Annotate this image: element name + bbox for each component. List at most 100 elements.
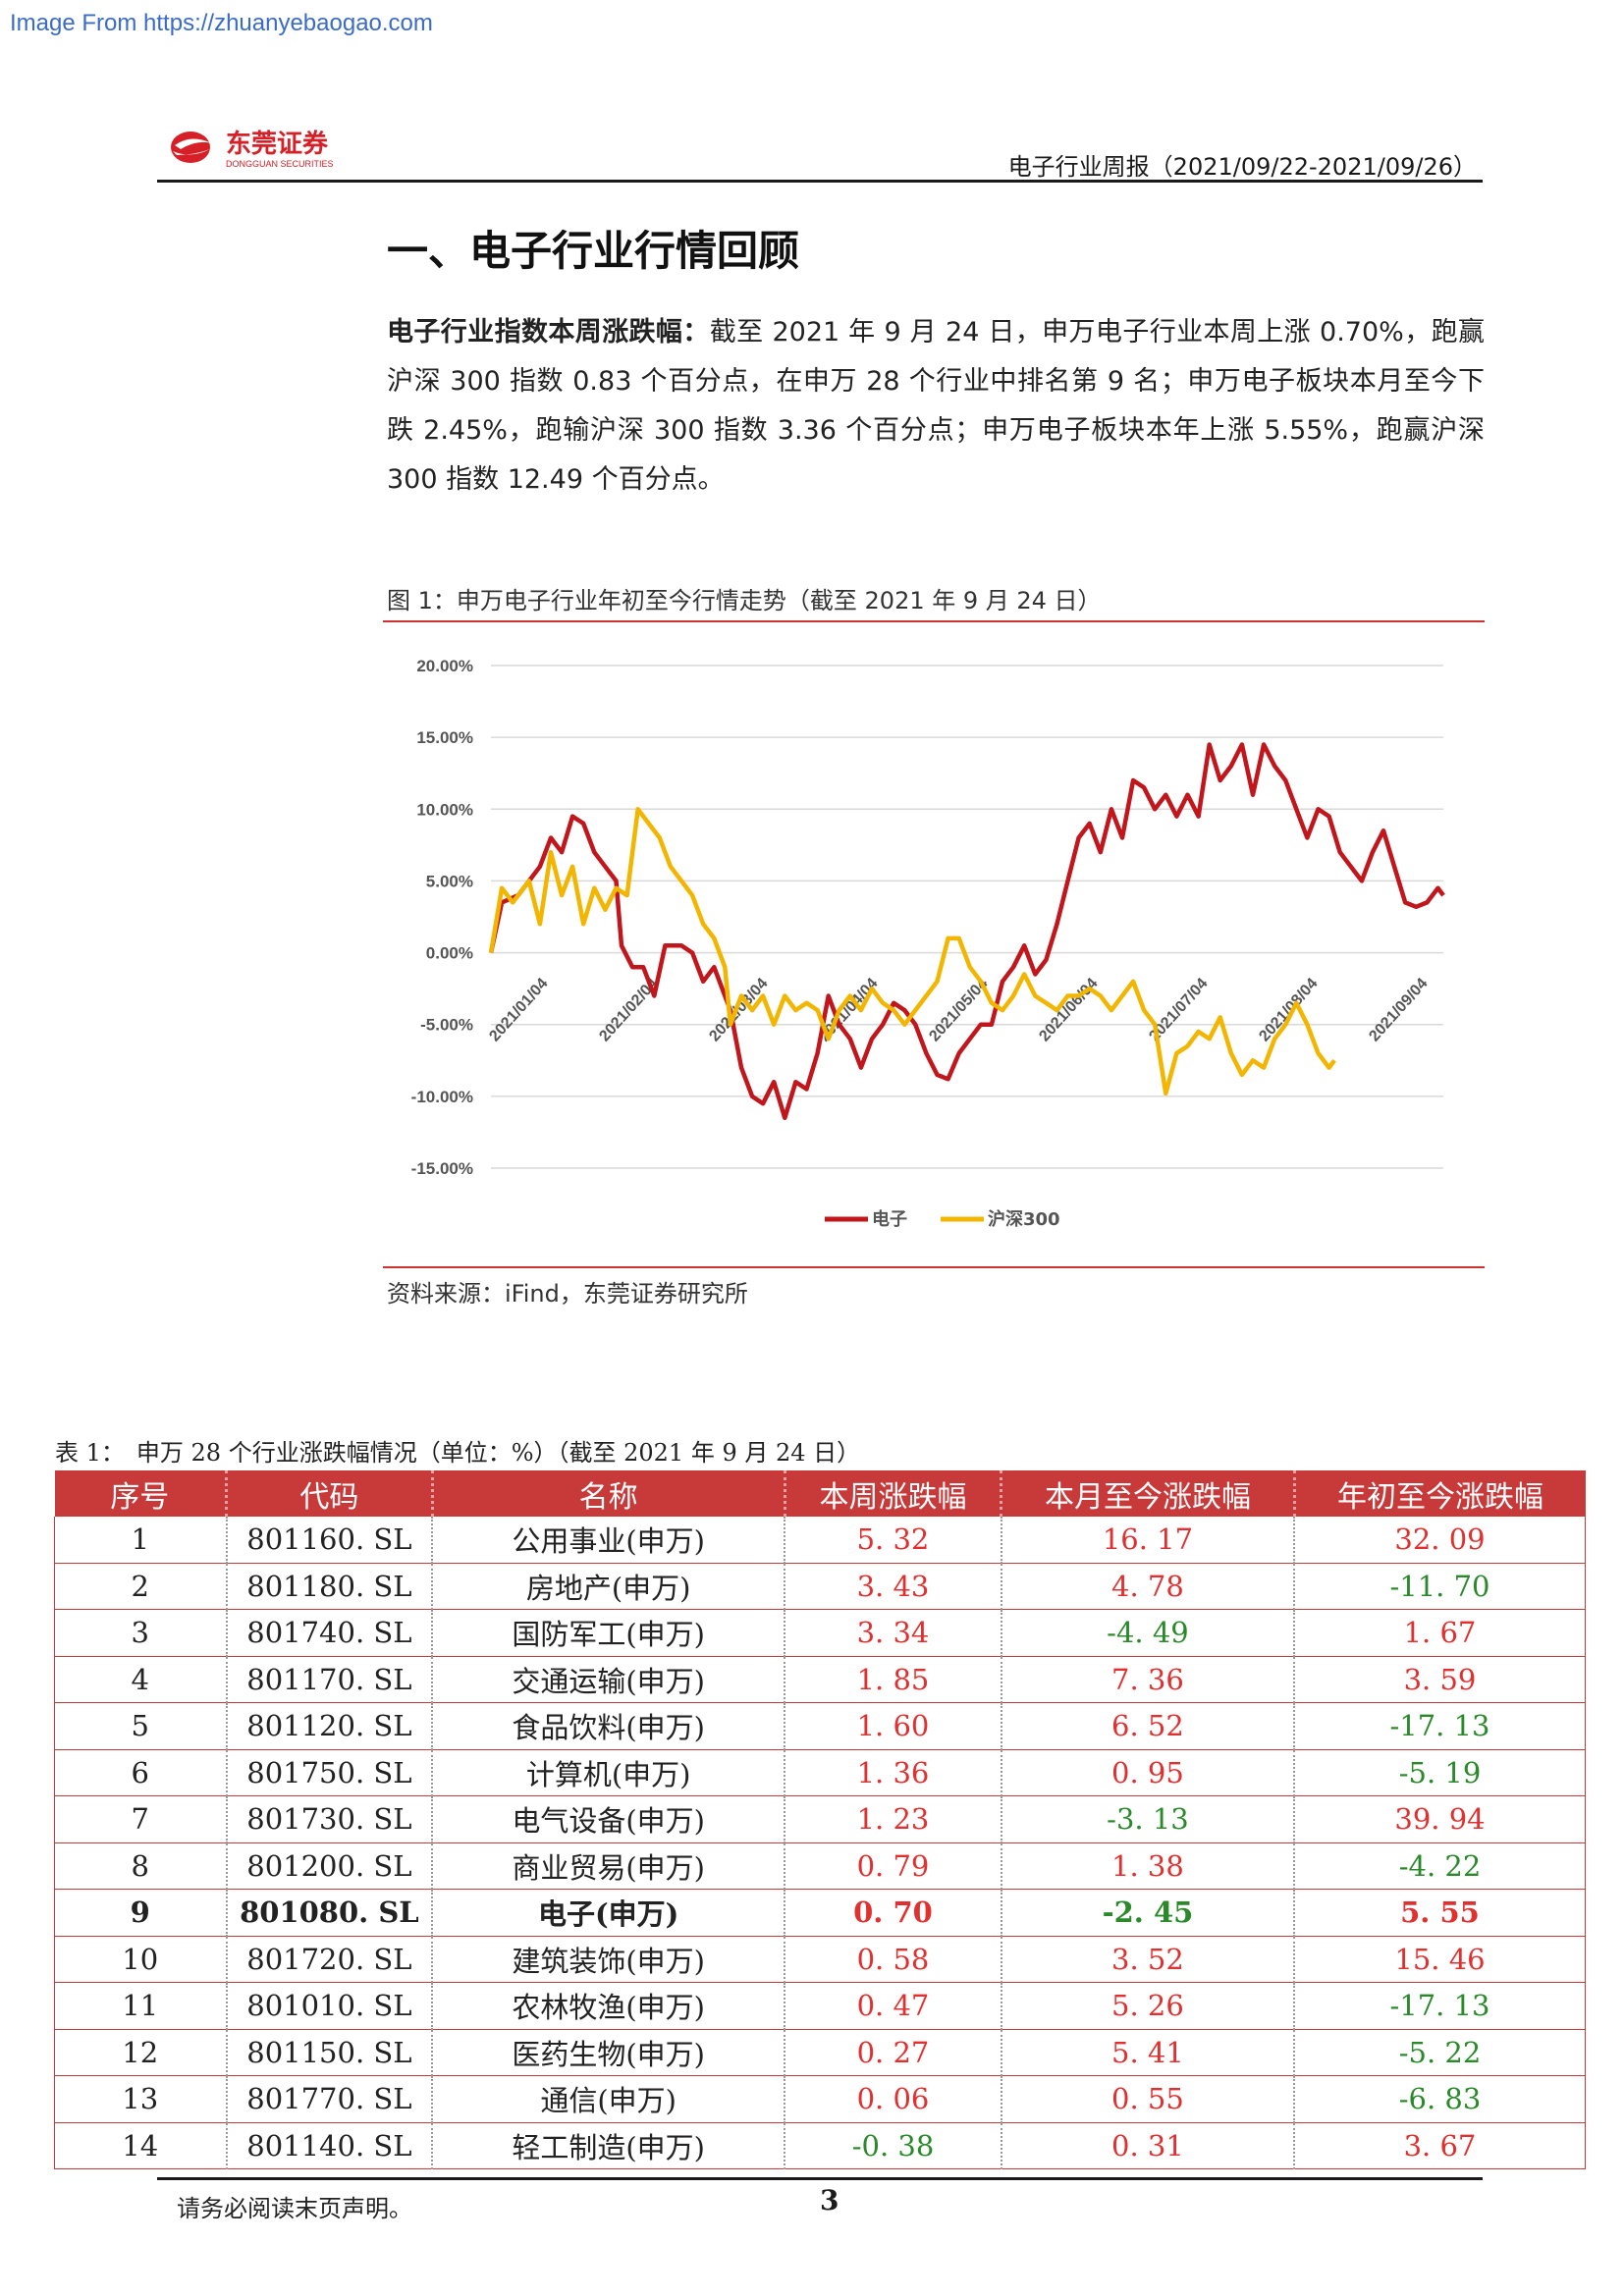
table-cell: -6. 83 bbox=[1294, 2075, 1586, 2123]
table-cell: 2 bbox=[54, 1563, 228, 1610]
table-cell: 1. 60 bbox=[785, 1702, 1002, 1750]
chart-legend-label: 电子 bbox=[872, 1208, 907, 1230]
table-header-cell: 本月至今涨跌幅 bbox=[1001, 1470, 1296, 1517]
header-divider bbox=[157, 180, 1483, 183]
table-cell: 4 bbox=[54, 1656, 228, 1703]
chart-series-line bbox=[488, 807, 1336, 1096]
table-cell: 801740. SL bbox=[226, 1609, 434, 1657]
report-header-title: 电子行业周报（2021/09/22-2021/09/26） bbox=[1007, 153, 1477, 181]
table-header-cell: 名称 bbox=[432, 1470, 786, 1517]
table-cell: 801150. SL bbox=[226, 2029, 434, 2076]
table-cell: 轻工制造(申万) bbox=[432, 2122, 786, 2169]
table-row: 2 801180. SL 房地产(申万) 3. 43 4. 78 -11. 70 bbox=[54, 1563, 1586, 1610]
table-cell: 801010. SL bbox=[226, 1982, 434, 2030]
table-cell: 计算机(申万) bbox=[432, 1749, 786, 1796]
table-cell: 15. 46 bbox=[1294, 1936, 1586, 1983]
table-cell: 801120. SL bbox=[226, 1702, 434, 1750]
table-cell: 32. 09 bbox=[1294, 1517, 1586, 1564]
table-cell: 0. 95 bbox=[1001, 1749, 1296, 1796]
table-header-row: 序号 代码 名称 本周涨跌幅 本月至今涨跌幅 年初至今涨跌幅 bbox=[54, 1470, 1586, 1517]
chart-legend-label: 沪深300 bbox=[988, 1208, 1060, 1230]
table-cell: 0. 79 bbox=[785, 1842, 1002, 1890]
table-cell: 801160. SL bbox=[226, 1517, 434, 1564]
company-logo: 东莞证券 DONGGUAN SECURITIES bbox=[169, 126, 434, 171]
logo-en-text: DONGGUAN SECURITIES bbox=[226, 159, 334, 169]
figure-bottom-rule bbox=[383, 1266, 1485, 1268]
logo-cn-text: 东莞证券 bbox=[226, 129, 329, 159]
table-cell: 10 bbox=[54, 1936, 228, 1983]
table-cell: 食品饮料(申万) bbox=[432, 1702, 786, 1750]
chart-y-tick-label: -5.00% bbox=[420, 1016, 473, 1035]
table-cell: 5. 32 bbox=[785, 1517, 1002, 1564]
section-title: 一、电子行业行情回顾 bbox=[387, 227, 800, 275]
figure-source: 资料来源：iFind，东莞证券研究所 bbox=[387, 1280, 748, 1308]
chart-y-tick-label: 20.00% bbox=[416, 657, 473, 675]
table-cell: 1. 23 bbox=[785, 1795, 1002, 1843]
table-header-cell: 序号 bbox=[54, 1470, 228, 1517]
table-cell: 1. 67 bbox=[1294, 1609, 1586, 1657]
table-cell: 0. 06 bbox=[785, 2075, 1002, 2123]
disclaimer-note: 请务必阅读末页声明。 bbox=[177, 2195, 412, 2222]
table-cell: 电子(申万) bbox=[432, 1889, 786, 1937]
table-row: 7 801730. SL 电气设备(申万) 1. 23 -3. 13 39. 94 bbox=[54, 1795, 1586, 1843]
table-cell: 801170. SL bbox=[226, 1656, 434, 1703]
table-cell: 商业贸易(申万) bbox=[432, 1842, 786, 1890]
table-row: 10 801720. SL 建筑装饰(申万) 0. 58 3. 52 15. 46 bbox=[54, 1936, 1586, 1983]
table-row: 12 801150. SL 医药生物(申万) 0. 27 5. 41 -5. 22 bbox=[54, 2029, 1586, 2076]
table-cell: 8 bbox=[54, 1842, 228, 1890]
table-cell: 5. 41 bbox=[1001, 2029, 1296, 2076]
table-cell: 39. 94 bbox=[1294, 1795, 1586, 1843]
table-cell: 7. 36 bbox=[1001, 1656, 1296, 1703]
chart-x-tick-label: 2021/06/04 bbox=[1036, 975, 1101, 1044]
table-cell: 6 bbox=[54, 1749, 228, 1796]
table-cell: -0. 38 bbox=[785, 2122, 1002, 2169]
table-cell: 801140. SL bbox=[226, 2122, 434, 2169]
table-cell: 801770. SL bbox=[226, 2075, 434, 2123]
table-cell: -4. 49 bbox=[1001, 1609, 1296, 1657]
footer-divider bbox=[157, 2177, 1483, 2180]
paragraph-lead: 电子行业指数本周涨跌幅： bbox=[387, 317, 710, 347]
table-cell: 801730. SL bbox=[226, 1795, 434, 1843]
chart-x-tick-label: 2021/01/04 bbox=[486, 975, 551, 1044]
table-cell: 0. 58 bbox=[785, 1936, 1002, 1983]
table-cell: -5. 22 bbox=[1294, 2029, 1586, 2076]
table-row: 4 801170. SL 交通运输(申万) 1. 85 7. 36 3. 59 bbox=[54, 1656, 1586, 1703]
table-cell: 1. 38 bbox=[1001, 1842, 1296, 1890]
table-row: 5 801120. SL 食品饮料(申万) 1. 60 6. 52 -17. 13 bbox=[54, 1702, 1586, 1750]
table-row: 3 801740. SL 国防军工(申万) 3. 34 -4. 49 1. 67 bbox=[54, 1609, 1586, 1657]
table-header-cell: 本周涨跌幅 bbox=[785, 1470, 1003, 1517]
table-cell: 3. 43 bbox=[785, 1563, 1002, 1610]
table-cell: 0. 70 bbox=[785, 1889, 1002, 1937]
logo-mark-icon bbox=[171, 132, 212, 163]
table-header-cell: 年初至今涨跌幅 bbox=[1294, 1470, 1586, 1517]
table-cell: 3. 52 bbox=[1001, 1936, 1296, 1983]
table-cell: 房地产(申万) bbox=[432, 1563, 786, 1610]
table-cell: 国防军工(申万) bbox=[432, 1609, 786, 1657]
chart-y-tick-label: -15.00% bbox=[411, 1159, 473, 1178]
table-row: 13 801770. SL 通信(申万) 0. 06 0. 55 -6. 83 bbox=[54, 2075, 1586, 2123]
table-cell: 12 bbox=[54, 2029, 228, 2076]
page-number: 3 bbox=[820, 2184, 839, 2216]
table-cell: 9 bbox=[54, 1889, 228, 1937]
chart-y-tick-label: 5.00% bbox=[426, 872, 473, 890]
table-cell: -17. 13 bbox=[1294, 1982, 1586, 2030]
table-cell: 801180. SL bbox=[226, 1563, 434, 1610]
watermark-text: Image From https://zhuanyebaogao.com bbox=[10, 10, 433, 36]
table-caption: 表 1： 申万 28 个行业涨跌幅情况（单位：%）（截至 2021 年 9 月 … bbox=[55, 1439, 861, 1467]
summary-paragraph: 电子行业指数本周涨跌幅：截至 2021 年 9 月 24 日，申万电子行业本周上… bbox=[387, 308, 1485, 505]
table-row: 14 801140. SL 轻工制造(申万) -0. 38 0. 31 3. 67 bbox=[54, 2122, 1586, 2169]
table-header-cell: 代码 bbox=[226, 1470, 434, 1517]
table-cell: 801750. SL bbox=[226, 1749, 434, 1796]
table-cell: 5. 26 bbox=[1001, 1982, 1296, 2030]
table-row: 1 801160. SL 公用事业(申万) 5. 32 16. 17 32. 09 bbox=[54, 1517, 1586, 1564]
table-cell: 公用事业(申万) bbox=[432, 1517, 786, 1564]
table-cell: 13 bbox=[54, 2075, 228, 2123]
table-cell: 4. 78 bbox=[1001, 1563, 1296, 1610]
chart-y-tick-label: -10.00% bbox=[411, 1088, 473, 1106]
table-cell: 3. 34 bbox=[785, 1609, 1002, 1657]
table-cell: 医药生物(申万) bbox=[432, 2029, 786, 2076]
table-cell: 11 bbox=[54, 1982, 228, 2030]
table-cell: -3. 13 bbox=[1001, 1795, 1296, 1843]
paragraph-body: 截至 2021 年 9 月 24 日，申万电子行业本周上涨 0.70%，跑赢沪深… bbox=[387, 317, 1485, 495]
table-cell: 801200. SL bbox=[226, 1842, 434, 1890]
